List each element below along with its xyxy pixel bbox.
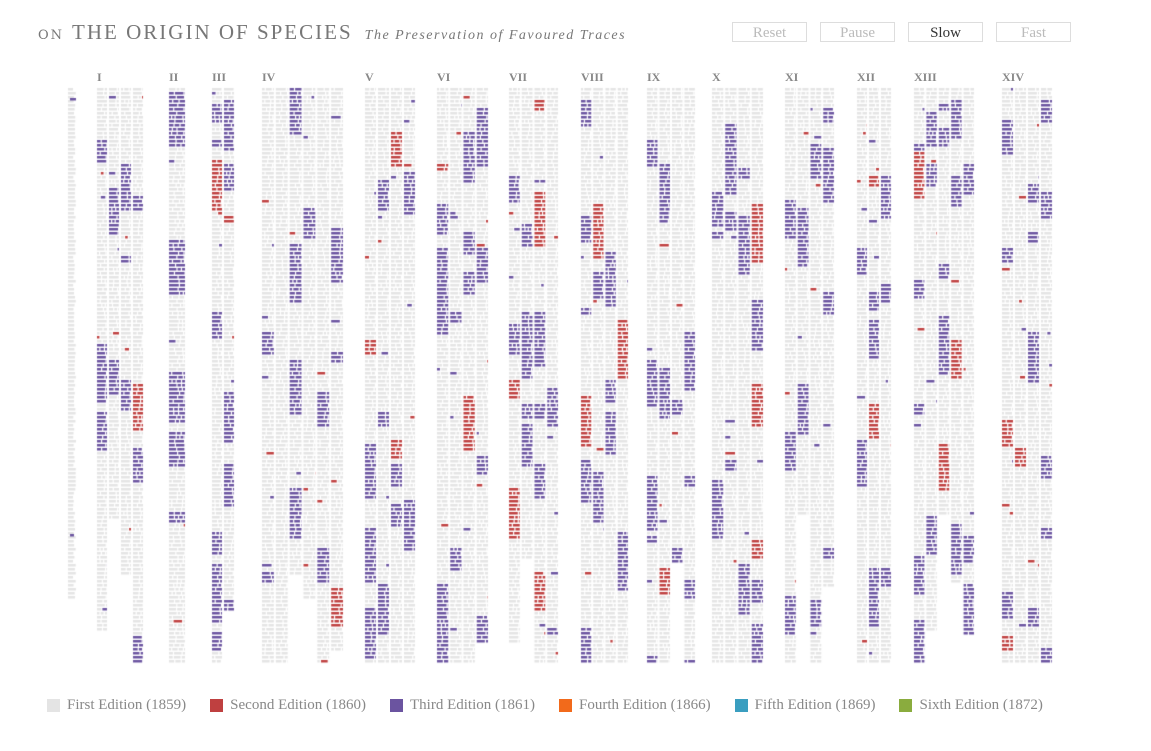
legend-label: Sixth Edition (1872) [919,697,1043,713]
chapter-label-viii: VIII [581,70,604,84]
chapter-label-ix: IX [647,70,661,84]
chapter-label-iii: III [212,70,227,84]
chapter-label-xii: XII [857,70,876,84]
legend-item-third: Third Edition (1861) [390,697,535,714]
chapter-label-xi: XI [785,70,799,84]
legend-label: First Edition (1859) [67,697,187,713]
legend-item-sixth: Sixth Edition (1872) [899,697,1043,714]
swatch-sixth [899,699,913,712]
swatch-second [210,699,224,712]
legend-label: Fourth Edition (1866) [578,697,711,713]
title-prefix: ON [38,28,65,43]
page-title: THE ORIGIN OF SPECIES [72,20,353,44]
swatch-fourth [558,699,572,712]
chapter-label-i: I [97,70,102,84]
legend-item-fourth: Fourth Edition (1866) [558,697,711,714]
chapter-label-x: X [712,70,721,84]
swatch-first [47,699,60,712]
pause-button[interactable]: Pause [820,22,895,42]
chapter-label-v: V [365,70,374,84]
page-header: ON THE ORIGIN OF SPECIES The Preservation … [38,20,626,45]
chapter-label-ii: II [169,70,179,84]
reset-button[interactable]: Reset [732,22,807,42]
chapter-label-xiv: XIV [1002,70,1025,84]
chapter-label-iv: IV [262,70,276,84]
page-subtitle: The Preservation of Favoured Traces [364,28,627,43]
legend-label: Second Edition (1860) [230,697,366,713]
legend: First Edition (1859) Second Edition (186… [47,697,1067,714]
chapter-label-vi: VI [437,70,451,84]
swatch-fifth [734,699,748,712]
legend-item-fifth: Fifth Edition (1869) [734,697,876,714]
legend-item-first: First Edition (1859) [47,697,186,714]
slow-button[interactable]: Slow [908,22,983,42]
swatch-third [390,699,403,712]
chapter-label-vii: VII [509,70,528,84]
chapter-label-xiii: XIII [914,70,937,84]
legend-item-second: Second Edition (1860) [210,697,366,714]
legend-label: Third Edition (1861) [410,697,535,713]
fast-button[interactable]: Fast [996,22,1071,42]
text-visualization [0,80,1151,670]
legend-label: Fifth Edition (1869) [754,697,876,713]
